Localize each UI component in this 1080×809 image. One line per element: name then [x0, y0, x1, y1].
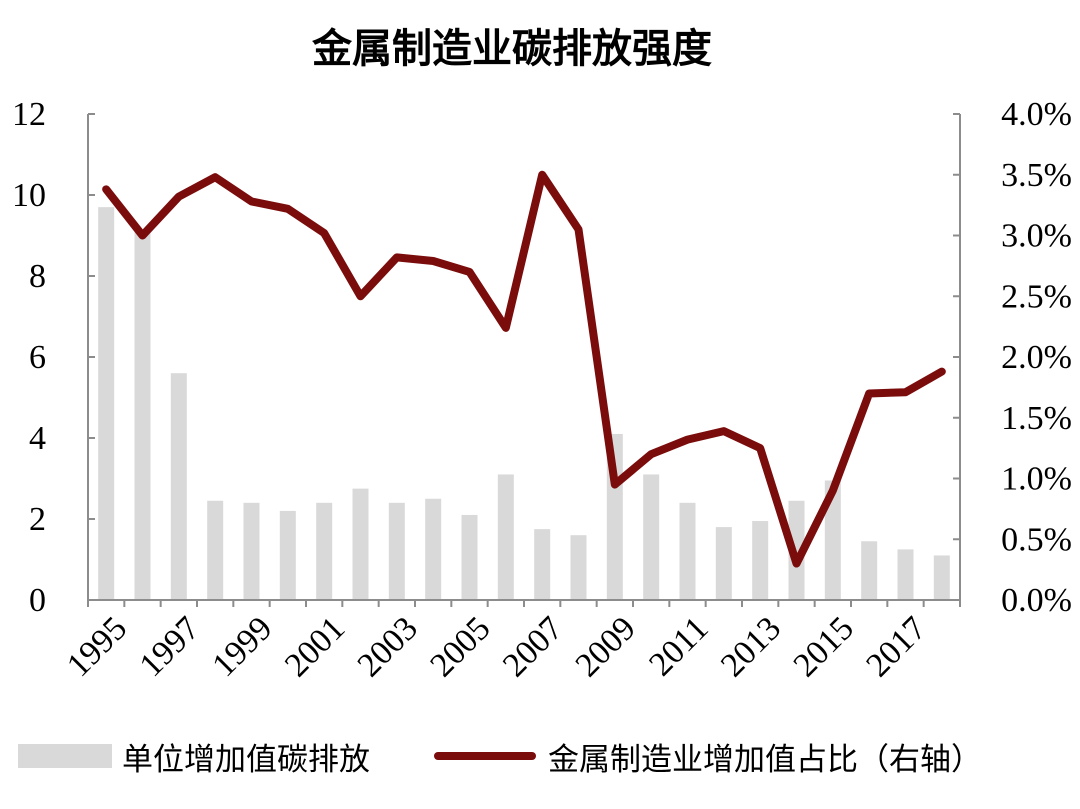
- y-left-tick-8: 8: [29, 258, 46, 295]
- bar-2007: [534, 529, 551, 601]
- bar-2008: [570, 535, 587, 600]
- bar-series: [98, 207, 950, 601]
- y-right-tick-0.0%: 0.0%: [1001, 582, 1072, 619]
- x-tick-2001: 2001: [278, 610, 352, 684]
- x-tick-1999: 1999: [205, 610, 279, 684]
- bar-2017: [897, 549, 914, 601]
- legend-label-line: 金属制造业增加值占比（右轴）: [548, 742, 982, 778]
- x-tick-2015: 2015: [787, 610, 861, 684]
- bar-1998: [207, 500, 224, 600]
- bar-1997: [170, 373, 187, 600]
- bar-2001: [316, 502, 333, 600]
- y-right-tick-3.5%: 3.5%: [1001, 157, 1072, 194]
- x-tick-2005: 2005: [423, 610, 497, 684]
- y-right-tick-4.0%: 4.0%: [1001, 96, 1072, 133]
- x-tick-2003: 2003: [351, 610, 425, 684]
- legend-swatch-bars: [18, 744, 112, 768]
- chart-title: 金属制造业碳排放强度: [311, 25, 712, 72]
- bar-2000: [279, 510, 296, 600]
- x-tick-2007: 2007: [496, 610, 570, 684]
- bar-1996: [134, 231, 151, 600]
- y-left-tick-6: 6: [29, 339, 46, 376]
- bar-2004: [425, 498, 442, 600]
- y-left-tick-2: 2: [29, 501, 46, 538]
- x-tick-2009: 2009: [569, 610, 643, 684]
- bar-1995: [98, 207, 115, 600]
- y-right-tick-2.5%: 2.5%: [1001, 278, 1072, 315]
- y-right-tick-2.0%: 2.0%: [1001, 339, 1072, 376]
- bar-2003: [388, 502, 405, 600]
- y-left-tick-0: 0: [29, 582, 46, 619]
- y-left-tick-10: 10: [12, 177, 46, 214]
- bar-2011: [679, 502, 696, 600]
- bar-2016: [861, 541, 878, 600]
- legend: 单位增加值碳排放 金属制造业增加值占比（右轴）: [18, 742, 982, 778]
- y-left-tick-4: 4: [29, 420, 46, 457]
- bar-1999: [243, 502, 260, 600]
- y-right-tick-0.5%: 0.5%: [1001, 521, 1072, 558]
- bar-2010: [643, 474, 660, 600]
- y-right-tick-1.0%: 1.0%: [1001, 461, 1072, 498]
- y-right-tick-1.5%: 1.5%: [1001, 400, 1072, 437]
- x-tick-2011: 2011: [642, 610, 715, 683]
- bar-2006: [497, 474, 514, 600]
- bar-2015: [824, 480, 841, 600]
- line-share-of-value-added: [102, 170, 946, 568]
- x-tick-2017: 2017: [859, 610, 933, 684]
- bar-2013: [752, 521, 769, 600]
- legend-label-bars: 单位增加值碳排放: [122, 742, 370, 778]
- y-left-tick-12: 12: [12, 96, 46, 133]
- y-right-tick-3.0%: 3.0%: [1001, 218, 1072, 255]
- bar-2002: [352, 488, 369, 601]
- bar-2018: [933, 555, 950, 600]
- bar-2005: [461, 514, 478, 600]
- x-tick-2013: 2013: [714, 610, 788, 684]
- x-tick-1997: 1997: [133, 610, 207, 684]
- line-series: [102, 170, 946, 568]
- x-tick-1995: 1995: [60, 610, 134, 684]
- bar-2012: [715, 527, 732, 600]
